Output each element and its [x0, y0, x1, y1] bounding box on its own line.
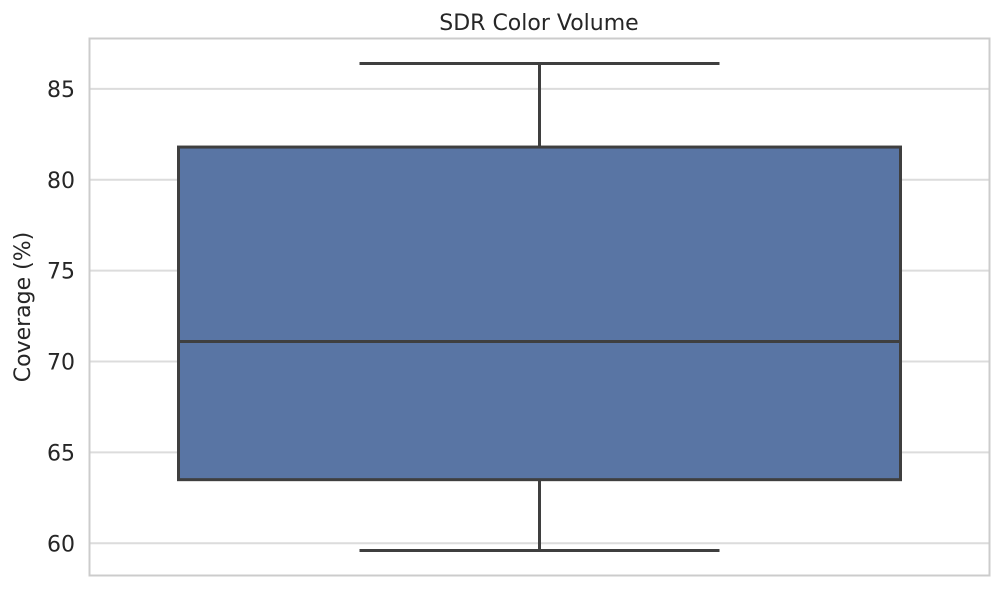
y-tick-label: 80 — [47, 169, 75, 194]
y-tick-label: 75 — [47, 260, 75, 285]
y-tick-label: 70 — [47, 351, 75, 376]
y-tick-label: 65 — [47, 441, 75, 466]
plot-frame — [88, 37, 991, 577]
interquartile-box — [177, 145, 902, 482]
y-tick-label: 85 — [47, 78, 75, 103]
y-tick-label: 60 — [47, 532, 75, 557]
y-axis-label: Coverage (%) — [11, 232, 36, 382]
chart-title: SDR Color Volume — [439, 11, 638, 36]
